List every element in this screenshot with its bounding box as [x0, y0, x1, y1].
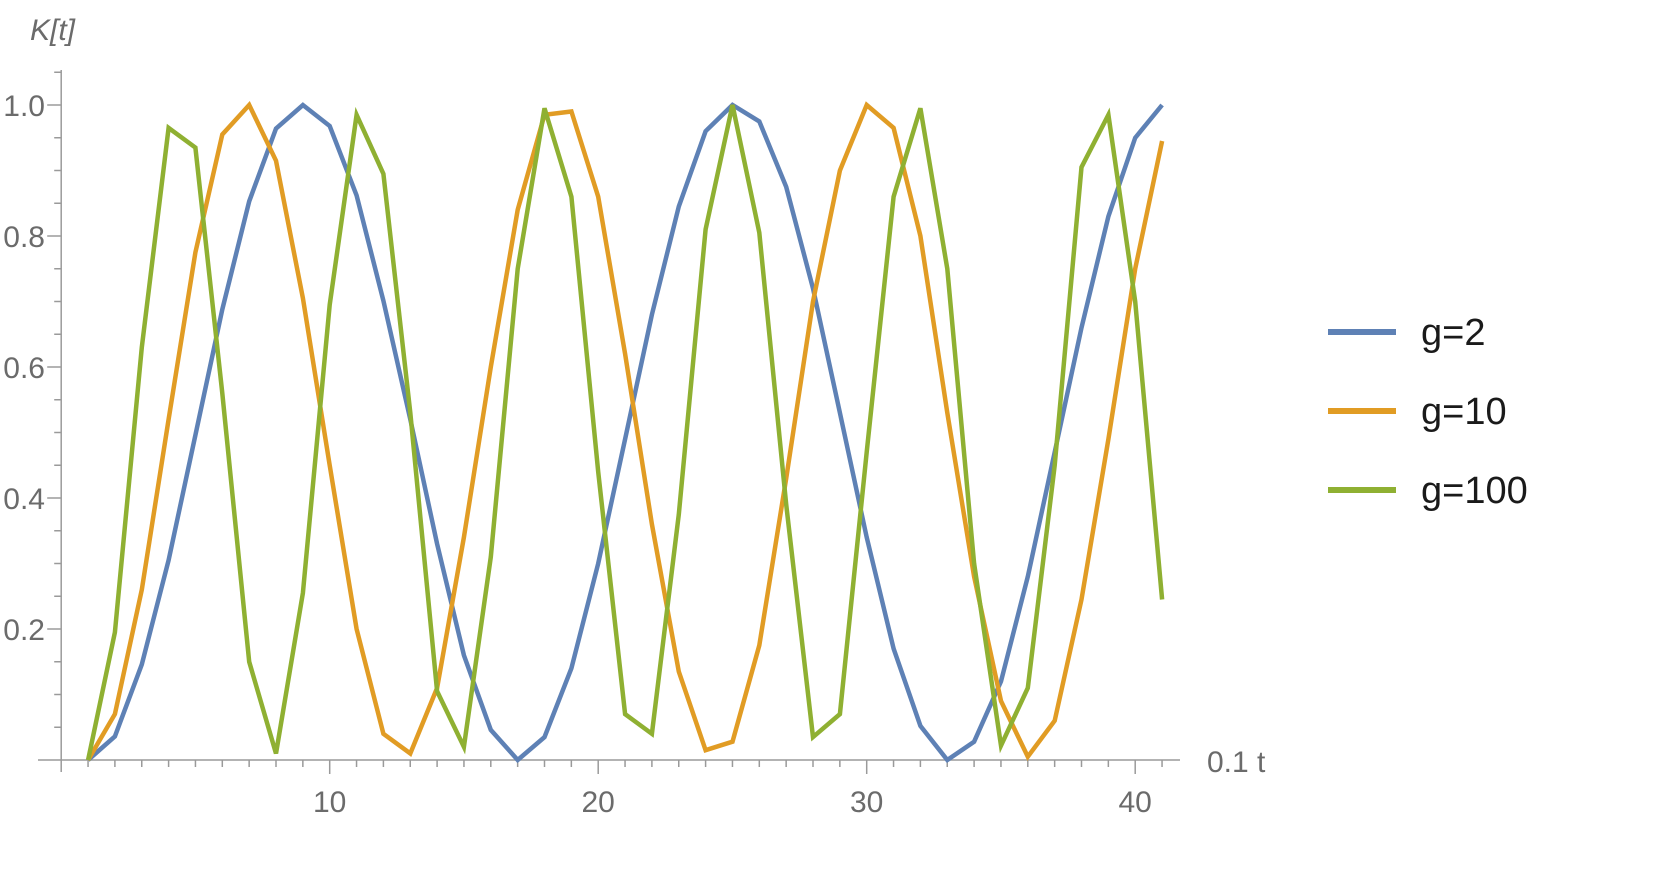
legend-label: g=10	[1421, 391, 1507, 433]
y-tick-label: 1.0	[3, 90, 45, 123]
x-axis-label: 0.1 t	[1207, 746, 1266, 779]
series-line-g-2	[86, 102, 1164, 764]
axes: 10 20 30 40 0.2 0.4 0.6 0.8 1.0	[3, 70, 1180, 819]
x-tick-label: 30	[850, 786, 883, 819]
legend-label: g=100	[1421, 470, 1528, 512]
series-line-g-100	[85, 104, 1165, 761]
legend-label: g=2	[1421, 312, 1485, 354]
y-tick-label: 0.8	[3, 221, 45, 254]
series-group	[85, 101, 1165, 764]
x-tick-label: 20	[582, 786, 615, 819]
x-tick-label: 40	[1119, 786, 1152, 819]
y-tick-label: 0.6	[3, 352, 45, 385]
y-ticks: 0.2 0.4 0.6 0.8 1.0	[3, 71, 62, 728]
y-tick-label: 0.2	[3, 614, 45, 647]
x-ticks: 10 20 30 40	[87, 760, 1163, 819]
x-tick-label: 10	[313, 786, 346, 819]
y-axis-label: K[t]	[30, 14, 76, 47]
legend: g=2 g=10 g=100	[1328, 312, 1528, 512]
y-tick-label: 0.4	[3, 483, 45, 516]
